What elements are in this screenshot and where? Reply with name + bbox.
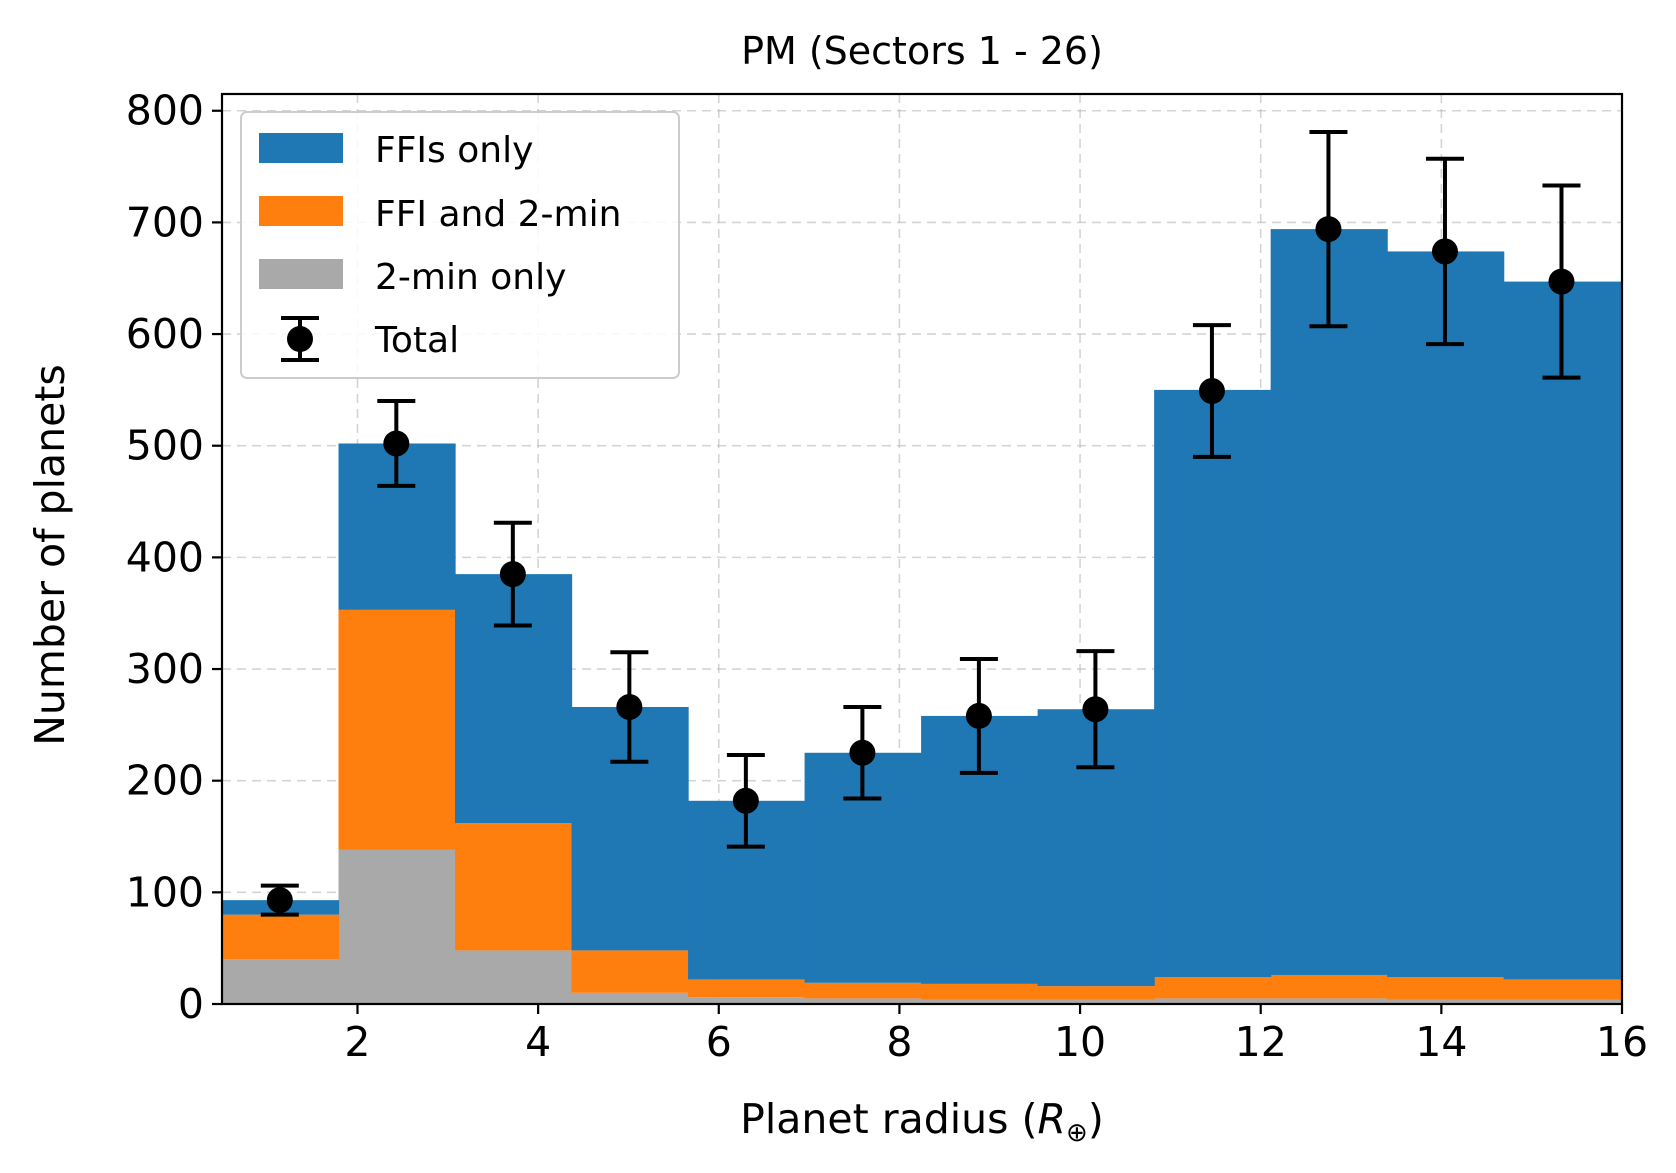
legend: FFIs only FFI and 2-min 2-min only Total	[240, 111, 680, 379]
bar-2-min-only-1	[338, 849, 456, 1004]
total-error-bars	[260, 129, 1581, 917]
bar-2-min-only-4	[688, 997, 806, 1004]
bar-2-min-only-3	[571, 992, 689, 1004]
total-point-8	[1192, 323, 1231, 459]
histogram-bars	[222, 229, 1623, 1004]
bar-ffi-and-2-min-8	[1154, 977, 1272, 999]
total-point-10	[1425, 156, 1464, 347]
total-marker-11	[1548, 268, 1575, 295]
total-marker-4	[732, 787, 759, 814]
y-tick-label-400: 400	[126, 533, 204, 581]
bar-2-min-only-2	[455, 950, 573, 1004]
bar-2-min-only-0	[222, 959, 340, 1004]
y-tick-label-600: 600	[126, 310, 204, 358]
bar-ffi-and-2-min-9	[1270, 974, 1388, 999]
legend-swatch-ffi-and-2-min	[259, 196, 343, 226]
total-marker-8	[1198, 378, 1225, 405]
bar-2-min-only-9	[1270, 998, 1388, 1004]
bar-2-min-only-6	[921, 999, 1039, 1004]
bar-ffi-and-2-min-11	[1503, 979, 1623, 1000]
legend-label-total: Total	[374, 320, 459, 361]
total-point-5	[843, 704, 882, 801]
total-marker-7	[1082, 696, 1109, 723]
legend-label-ffis-only: FFIs only	[375, 130, 533, 171]
x-tick-label-8: 8	[886, 1018, 912, 1066]
x-tick-label-16: 16	[1596, 1018, 1648, 1066]
total-marker-5	[849, 739, 876, 766]
y-tick-label-200: 200	[126, 757, 204, 805]
total-point-0	[260, 883, 299, 917]
bar-ffis-only-10	[1387, 251, 1505, 978]
x-tick-label-6: 6	[706, 1018, 732, 1066]
y-axis-label: Number of planets	[26, 364, 74, 745]
y-tick-label-0: 0	[178, 980, 204, 1028]
legend-label-ffi-and-2-min: FFI and 2-min	[375, 194, 621, 235]
x-axis-label-subscript: ⊕	[1066, 1118, 1088, 1148]
x-tick-label-10: 10	[1054, 1018, 1106, 1066]
total-marker-2	[499, 561, 526, 588]
bar-2-min-only-11	[1503, 999, 1623, 1004]
x-tick-label-12: 12	[1235, 1018, 1287, 1066]
total-point-11	[1542, 183, 1581, 380]
x-axis-label: Planet radius (R⊕)	[740, 1095, 1104, 1148]
bar-2-min-only-10	[1387, 999, 1505, 1004]
bar-ffi-and-2-min-6	[921, 983, 1039, 1000]
total-point-3	[610, 650, 649, 764]
total-marker-10	[1431, 238, 1458, 265]
total-marker-0	[266, 887, 293, 914]
chart-title: PM (Sectors 1 - 26)	[741, 29, 1103, 73]
x-axis-label-close: )	[1088, 1095, 1104, 1143]
legend-marker-total	[281, 316, 319, 362]
y-tick-label-100: 100	[126, 868, 204, 916]
legend-swatch-2-min-only	[259, 259, 343, 289]
total-point-4	[726, 753, 765, 849]
y-tick-label-300: 300	[126, 645, 204, 693]
y-tick-label-500: 500	[126, 422, 204, 470]
x-tick-label-2: 2	[344, 1018, 370, 1066]
bar-2-min-only-8	[1154, 998, 1272, 1004]
bar-ffi-and-2-min-0	[222, 914, 340, 960]
bar-ffi-and-2-min-2	[455, 823, 573, 951]
axis-ticks: 2 4 6 8 10 12 14 16 0 100 200 300 400 500 600 700 800	[126, 87, 1648, 1066]
total-marker-9	[1315, 216, 1342, 243]
total-point-6	[959, 656, 998, 775]
bar-ffi-and-2-min-5	[804, 982, 922, 999]
bar-2-min-only-7	[1037, 999, 1155, 1004]
total-marker-1	[383, 430, 410, 457]
x-tick-label-4: 4	[525, 1018, 551, 1066]
y-tick-label-700: 700	[126, 198, 204, 246]
bar-ffis-only-11	[1503, 281, 1623, 980]
plot-frame	[220, 92, 1624, 1006]
total-point-9	[1309, 129, 1348, 329]
total-point-7	[1076, 649, 1115, 770]
bar-ffis-only-9	[1270, 229, 1388, 975]
x-axis-label-symbol: R	[1038, 1095, 1067, 1143]
bar-ffi-and-2-min-3	[571, 950, 689, 993]
bar-ffi-and-2-min-10	[1387, 977, 1505, 1000]
bar-ffi-and-2-min-1	[338, 609, 456, 850]
total-point-1	[377, 399, 416, 488]
bar-2-min-only-5	[804, 998, 922, 1004]
total-point-2	[493, 520, 532, 628]
bar-ffi-and-2-min-7	[1037, 986, 1155, 1000]
bar-ffis-only-8	[1154, 389, 1272, 978]
x-axis-label-text: Planet radius (	[740, 1095, 1037, 1143]
total-marker-3	[616, 693, 643, 720]
total-marker-6	[965, 702, 992, 729]
x-tick-label-14: 14	[1415, 1018, 1467, 1066]
legend-swatch-ffis-only	[259, 133, 343, 163]
legend-label-2-min-only: 2-min only	[375, 257, 566, 298]
bar-ffi-and-2-min-4	[688, 979, 806, 998]
legend-box	[240, 111, 680, 379]
y-tick-label-800: 800	[126, 87, 204, 135]
